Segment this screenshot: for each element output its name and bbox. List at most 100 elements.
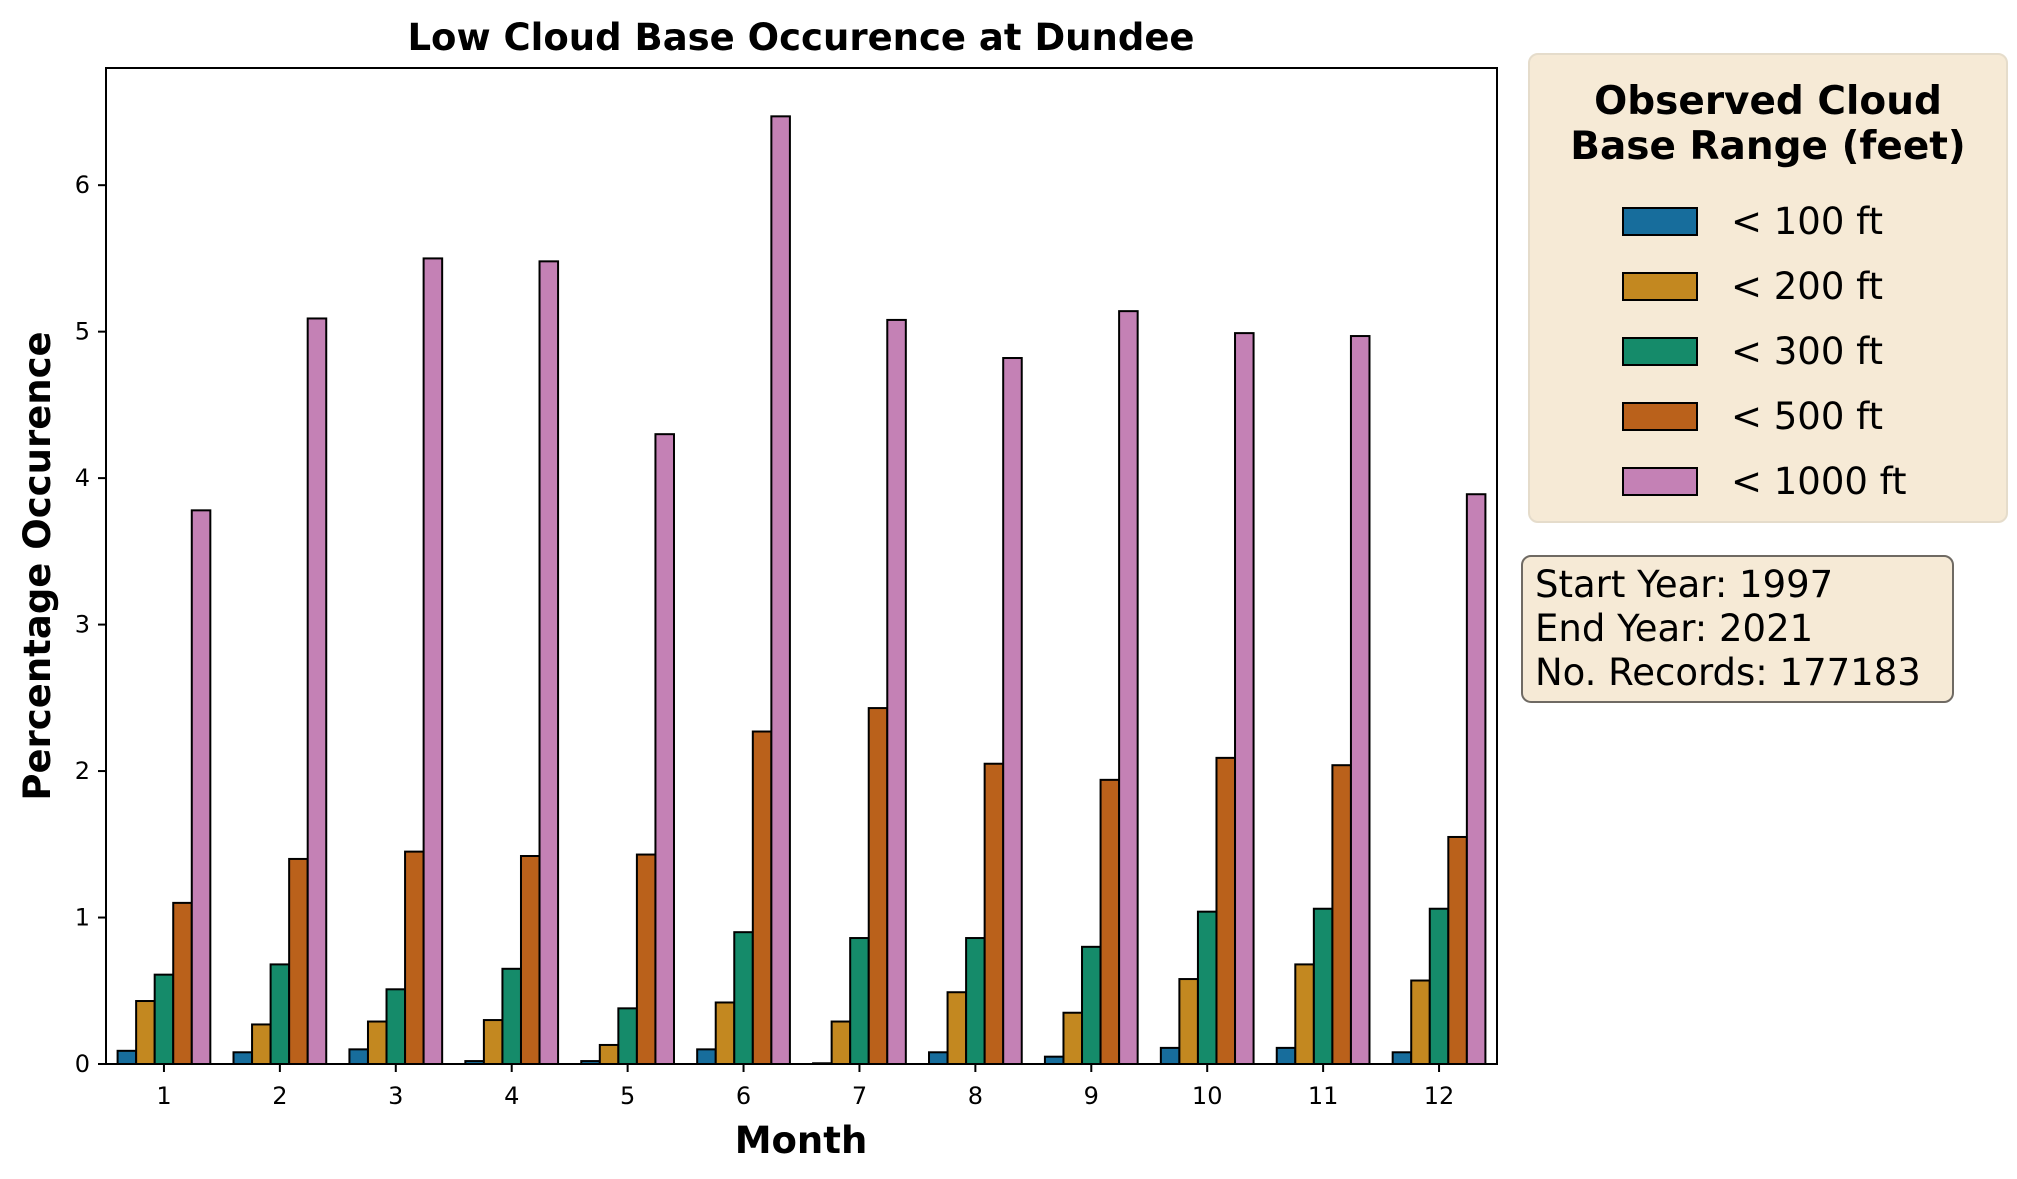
bar xyxy=(153,973,175,1066)
bar xyxy=(519,855,541,1066)
x-axis: 1 2 3 4 5 6 7 8 9 10 11 12 xyxy=(156,1064,1454,1110)
bar xyxy=(116,1049,138,1065)
plot-frame xyxy=(105,67,1498,1065)
bar xyxy=(830,1020,852,1066)
x-tick-label: 4 xyxy=(504,1082,519,1110)
legend-swatch xyxy=(1622,337,1698,366)
bar xyxy=(501,967,522,1066)
bar xyxy=(1410,979,1431,1066)
bar xyxy=(1196,910,1218,1065)
y-axis-label: Percentage Occurence xyxy=(16,331,59,800)
start-year-text: Start Year: 1997 xyxy=(1535,563,1834,606)
legend-label: < 500 ft xyxy=(1731,395,1884,438)
legend-label: < 100 ft xyxy=(1731,200,1884,243)
bar xyxy=(696,1048,717,1065)
y-tick-label: 0 xyxy=(75,1050,90,1078)
bar xyxy=(366,1020,388,1066)
bar xyxy=(1234,332,1255,1065)
x-tick-label: 7 xyxy=(852,1082,867,1110)
bar xyxy=(404,850,425,1066)
bar xyxy=(714,1001,736,1066)
bar xyxy=(983,762,1005,1065)
bar xyxy=(1043,1055,1065,1066)
info-box: Start Year: 1997 End Year: 2021 No. Reco… xyxy=(1521,555,1954,703)
bar xyxy=(306,317,328,1065)
bar xyxy=(1099,778,1121,1065)
y-tick-label: 4 xyxy=(75,464,90,492)
bar xyxy=(1331,764,1352,1065)
bar xyxy=(269,963,291,1066)
bars xyxy=(116,115,1487,1066)
bar xyxy=(232,1051,254,1065)
y-tick-label: 1 xyxy=(75,904,90,932)
x-tick-label: 12 xyxy=(1424,1082,1455,1110)
x-tick-label: 3 xyxy=(388,1082,403,1110)
bar xyxy=(946,991,968,1066)
bar xyxy=(886,318,907,1066)
bar xyxy=(654,433,675,1066)
bar xyxy=(1062,1011,1084,1065)
bar xyxy=(1081,945,1102,1066)
bar xyxy=(598,1043,620,1066)
bar xyxy=(733,931,754,1065)
legend-item: < 200 ft xyxy=(1622,254,1907,319)
x-tick-label: 8 xyxy=(968,1082,983,1110)
legend-title: Observed Cloud Base Range (feet) xyxy=(1570,79,1966,169)
end-year-text: End Year: 2021 xyxy=(1535,607,1814,650)
bar xyxy=(770,115,791,1066)
legend-label: < 1000 ft xyxy=(1731,460,1907,503)
legend-swatch xyxy=(1622,402,1698,431)
records-count-text: No. Records: 177183 xyxy=(1535,651,1921,694)
legend-items: < 100 ft < 200 ft < 300 ft < 500 ft < 10… xyxy=(1622,189,1907,514)
y-tick-label: 2 xyxy=(75,757,90,785)
legend-swatch xyxy=(1622,467,1698,496)
bar xyxy=(251,1023,272,1065)
chart-title: Low Cloud Base Occurence at Dundee xyxy=(407,16,1194,59)
bar xyxy=(1178,978,1199,1065)
legend-item: < 1000 ft xyxy=(1622,449,1907,514)
bar xyxy=(135,1000,156,1065)
legend-label: < 200 ft xyxy=(1731,265,1884,308)
x-tick-label: 5 xyxy=(620,1082,635,1110)
y-tick-label: 3 xyxy=(75,611,90,639)
bar xyxy=(928,1051,949,1065)
bar xyxy=(635,853,657,1065)
legend-swatch xyxy=(1622,207,1698,236)
y-axis: 0 1 2 3 4 5 6 xyxy=(75,171,106,1078)
x-tick-label: 10 xyxy=(1192,1082,1223,1110)
y-tick-label: 6 xyxy=(75,171,90,199)
bar xyxy=(1002,357,1023,1065)
x-tick-label: 2 xyxy=(272,1082,287,1110)
bar xyxy=(1465,493,1487,1065)
x-tick-label: 9 xyxy=(1084,1082,1099,1110)
legend-item: < 100 ft xyxy=(1622,189,1907,254)
bar xyxy=(1447,835,1468,1065)
bar xyxy=(482,1019,504,1066)
bar xyxy=(538,260,560,1065)
bar xyxy=(190,509,212,1065)
legend-item: < 300 ft xyxy=(1622,319,1907,384)
bar xyxy=(1118,310,1139,1065)
bar xyxy=(1294,963,1315,1066)
bar xyxy=(1391,1051,1413,1065)
bar xyxy=(751,730,773,1065)
bar xyxy=(288,857,309,1065)
legend-swatch xyxy=(1622,272,1698,301)
legend-item: < 500 ft xyxy=(1622,384,1907,449)
bar xyxy=(1159,1046,1181,1065)
x-tick-label: 11 xyxy=(1308,1082,1339,1110)
x-axis-label: Month xyxy=(735,1119,868,1162)
bar xyxy=(867,707,889,1065)
bar xyxy=(385,988,407,1065)
bar xyxy=(1275,1046,1297,1065)
bar xyxy=(617,1007,638,1066)
bar xyxy=(348,1048,369,1065)
legend: Observed Cloud Base Range (feet) < 100 f… xyxy=(1528,53,2008,523)
bar xyxy=(1428,907,1450,1065)
bar xyxy=(422,257,444,1066)
x-tick-label: 6 xyxy=(736,1082,751,1110)
bar xyxy=(965,937,986,1065)
bar xyxy=(849,937,870,1065)
legend-label: < 300 ft xyxy=(1731,330,1884,373)
